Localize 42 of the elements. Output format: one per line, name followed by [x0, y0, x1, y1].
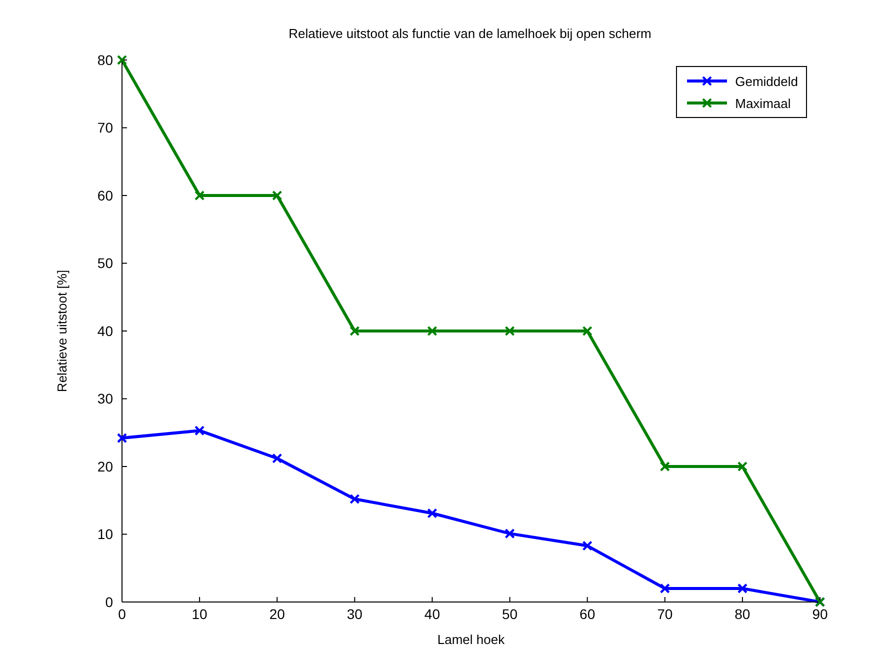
point	[194, 425, 205, 436]
legend-label: Maximaal	[735, 96, 791, 110]
y-tick-label: 50	[97, 255, 114, 272]
y-tick-label: 70	[97, 120, 114, 136]
y-tick-label: 10	[97, 526, 114, 542]
point	[582, 326, 592, 336]
x-tick-label: 70	[657, 606, 673, 622]
x-tick-label: 40	[424, 606, 440, 622]
legend-label: Gemiddeld	[735, 74, 798, 88]
x-tick-label: 10	[192, 606, 208, 622]
point	[737, 583, 748, 594]
point	[427, 326, 438, 336]
point	[350, 494, 360, 504]
x-tick-label: 80	[734, 606, 750, 622]
point	[194, 190, 205, 201]
point	[116, 432, 128, 444]
point	[350, 326, 360, 336]
y-tick-label: 40	[97, 322, 114, 339]
x-tick-label: 60	[580, 606, 596, 622]
x-tick-label: 0	[118, 606, 126, 622]
point	[660, 461, 670, 472]
x-tick-label: 90	[812, 606, 828, 622]
y-axis-title: Relatieve uitstoot [%]	[54, 270, 70, 392]
y-tick-label: 0	[105, 594, 114, 610]
point	[737, 461, 748, 472]
point	[427, 508, 438, 518]
point	[116, 54, 128, 66]
y-tick-label: 60	[97, 187, 114, 204]
point	[660, 583, 670, 594]
x-tick-label: 30	[346, 606, 363, 622]
y-tick-label: 20	[97, 458, 114, 474]
point	[504, 528, 515, 539]
point	[272, 453, 282, 464]
x-tick-label: 20	[269, 606, 286, 622]
y-tick-label: 30	[97, 390, 114, 407]
point	[582, 540, 592, 551]
y-tick-label: 80	[97, 52, 114, 68]
chart-title: Relatieve uitstoot als functie van de lamelhoek bij open scherm	[288, 26, 652, 41]
x-axis-title: Lamel hoek	[437, 632, 506, 647]
point	[272, 190, 282, 201]
x-tick-label: 50	[502, 606, 518, 622]
point	[504, 326, 515, 336]
